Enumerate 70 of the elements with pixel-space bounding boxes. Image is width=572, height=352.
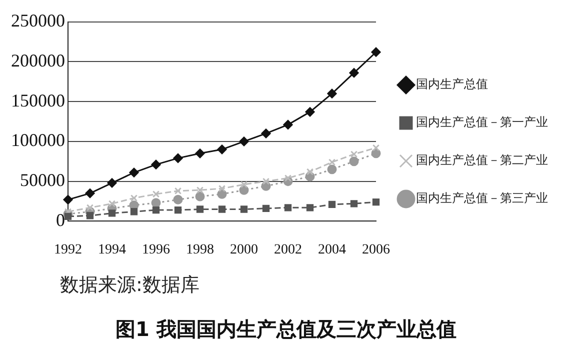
point: [151, 198, 161, 208]
y-tick-label: 100000: [11, 130, 65, 150]
point: [283, 120, 293, 130]
point: [284, 174, 292, 182]
point: [174, 206, 182, 214]
point: [130, 208, 138, 216]
point: [372, 198, 380, 206]
point: [306, 168, 314, 176]
point: [218, 184, 226, 192]
legend-label: 国内生产总值－第三产业: [416, 191, 548, 206]
point: [306, 204, 314, 212]
point: [108, 210, 116, 217]
point: [196, 186, 204, 194]
legend-label: 国内生产总值: [416, 77, 488, 92]
point: [239, 136, 249, 146]
y-tick-label: 50000: [20, 170, 65, 190]
point: [262, 204, 270, 212]
point: [108, 200, 116, 208]
x-tick-label: 1994: [98, 242, 126, 258]
point: [129, 168, 139, 178]
point: [195, 148, 205, 158]
point: [85, 188, 95, 198]
point: [261, 128, 271, 138]
y-tick-label: 0: [56, 210, 65, 230]
point: [151, 160, 161, 170]
text: 图1 我国国内生产总值及三次产业总值: [114, 316, 458, 343]
point: [349, 156, 359, 166]
point: [327, 164, 337, 174]
point: [130, 194, 138, 202]
legend-label: 国内生产总值－第一产业: [416, 115, 548, 130]
source-note: 数据来源:数据库: [60, 273, 200, 298]
point: [152, 206, 160, 214]
x-tick-label: 2002: [274, 242, 302, 258]
x-tick-label: 2006: [362, 242, 390, 258]
point: [305, 107, 315, 117]
point: [64, 212, 72, 220]
point: [86, 212, 94, 220]
point: [240, 180, 248, 188]
y-tick-label: 250000: [11, 10, 65, 31]
x-tick-label: 1998: [186, 242, 214, 258]
y-tick-label: 200000: [11, 50, 65, 70]
point: [371, 148, 381, 158]
point: [218, 206, 226, 213]
point: [327, 88, 337, 98]
legend-label: 国内生产总值－第二产业: [416, 153, 548, 168]
x-tick-label: 2000: [230, 242, 258, 258]
point: [63, 194, 73, 204]
point: [152, 190, 160, 198]
point: [86, 204, 94, 212]
point: [173, 194, 183, 204]
point: [107, 178, 117, 188]
point: [240, 206, 248, 213]
point: [328, 200, 336, 208]
point: [217, 144, 227, 154]
y-tick-label: 150000: [11, 90, 65, 110]
point: [284, 204, 292, 212]
point: [349, 68, 359, 78]
x-tick-label: 2004: [318, 242, 346, 258]
point: [371, 47, 381, 57]
x-tick-label: 1992: [54, 242, 82, 258]
point: [196, 206, 204, 213]
point: [350, 150, 358, 158]
point: [195, 192, 205, 202]
point: [350, 200, 358, 208]
point: [173, 153, 183, 163]
point: [328, 158, 336, 166]
point: [372, 144, 380, 152]
point: [174, 187, 182, 194]
x-tick-label: 1996: [142, 242, 170, 258]
point: [262, 178, 270, 185]
